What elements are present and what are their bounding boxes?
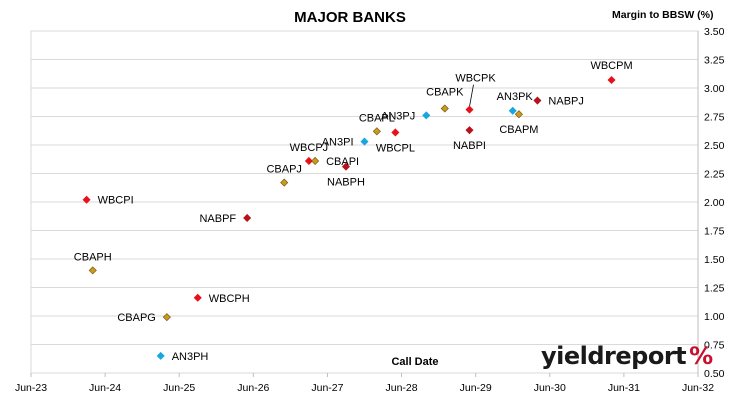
leader-lines (469, 84, 474, 107)
data-label-wbcph: WBCPH (209, 293, 250, 305)
data-point-cbapk (440, 104, 449, 113)
y-tick-label: 1.00 (704, 311, 725, 323)
y-tick-label: 1.50 (704, 254, 725, 266)
data-label-wbcpi: WBCPI (98, 195, 134, 207)
data-label-nabpi: NABPI (453, 140, 486, 152)
y-tick-labels: 0.50 0.75 1.00 1.25 1.50 1.75 2.00 2.25 2.50 2.75… (704, 26, 725, 380)
data-point-nabpi (465, 126, 474, 135)
data-point-an3pj (422, 111, 431, 120)
data-point-wbcpm (607, 75, 616, 85)
y-tick-label: 3.50 (704, 26, 725, 38)
leader-line (469, 84, 474, 107)
data-label-cbapm: CBAPM (499, 124, 538, 136)
data-label-an3pj: AN3PJ (381, 110, 415, 122)
data-point-wbcph (193, 293, 202, 302)
data-point-nabpj (533, 96, 542, 105)
x-tick-label: Jun-32 (682, 382, 714, 394)
data-point-cbapm (514, 110, 523, 119)
y-tick-label: 1.75 (704, 226, 725, 238)
x-axis-title: Call Date (391, 356, 439, 368)
data-label-an3pk: AN3PK (497, 91, 534, 103)
x-tick-label: Jun-23 (15, 382, 47, 394)
data-label-cbapk: CBAPK (426, 87, 464, 99)
data-point-wbcpl (391, 128, 400, 137)
percent-icon: % (689, 342, 713, 370)
data-point-an3pk (508, 106, 517, 115)
x-tick-label: Jun-29 (460, 382, 492, 394)
x-tick-label: Jun-30 (534, 382, 566, 394)
y-tick-label: 1.25 (704, 283, 725, 295)
data-point-wbcpi (82, 195, 91, 204)
yieldreport-logo: yieldreport% (541, 342, 713, 370)
data-label-an3pi: AN3PI (322, 137, 354, 149)
data-point-cbapl (372, 127, 381, 136)
logo-text: yieldreport (541, 342, 687, 370)
data-label-an3ph: AN3PH (172, 351, 209, 363)
data-label-wbcpl: WBCPL (376, 142, 415, 154)
data-point-cbaph (88, 266, 97, 275)
data-point-an3ph (156, 351, 165, 360)
data-point-cbapi (311, 156, 320, 165)
y-tick-label: 2.00 (704, 197, 725, 209)
data-label-wbcpm: WBCPM (590, 60, 632, 72)
y-tick-label: 2.25 (704, 169, 725, 181)
x-tick-label: Jun-31 (608, 382, 640, 394)
x-tick-label: Jun-26 (237, 382, 269, 394)
data-point-nabpf (243, 213, 252, 222)
data-label-cbaph: CBAPH (74, 251, 112, 263)
data-label-cbapi: CBAPI (326, 156, 359, 168)
data-labels: WBCPI CBAPH AN3PH CBAPG WBCPH NABPF CBAPJ WBCPJ… (74, 60, 633, 363)
data-points (82, 75, 616, 360)
y-axis-title: Margin to BBSW (%) (612, 9, 714, 21)
y-tick-label: 3.25 (704, 55, 725, 67)
x-tick-label: Jun-24 (89, 382, 121, 394)
data-label-wbcpk: WBCPK (455, 73, 496, 85)
data-label-cbapl: CBAPL (359, 112, 395, 124)
y-tick-label: 3.00 (704, 83, 725, 95)
y-tick-label: 2.50 (704, 140, 725, 152)
data-point-nabph (341, 162, 350, 171)
x-tick-label: Jun-27 (311, 382, 343, 394)
y-tick-label: 0.50 (704, 368, 725, 380)
data-point-cbapg (162, 313, 171, 322)
axes (30, 30, 699, 377)
data-point-cbapj (280, 178, 289, 187)
x-tick-labels: Jun-23 Jun-24 Jun-25 Jun-26 Jun-27 Jun-28 Jun-… (15, 382, 714, 394)
data-label-cbapg: CBAPG (117, 312, 156, 324)
y-tick-label: 0.75 (704, 340, 725, 352)
data-point-wbcpj (304, 156, 313, 165)
x-tick-label: Jun-25 (163, 382, 195, 394)
data-label-nabph: NABPH (327, 177, 365, 189)
y-tick-label: 2.75 (704, 112, 725, 124)
data-label-wbcpj: WBCPJ (290, 142, 329, 154)
x-tick-label: Jun-28 (386, 382, 418, 394)
data-point-an3pi (360, 137, 369, 146)
data-label-nabpf: NABPF (199, 213, 236, 225)
data-label-cbapj: CBAPJ (266, 164, 301, 176)
chart-title: MAJOR BANKS (294, 9, 406, 26)
data-point-wbcpk (465, 105, 474, 114)
data-label-nabpj: NABPJ (548, 96, 583, 108)
